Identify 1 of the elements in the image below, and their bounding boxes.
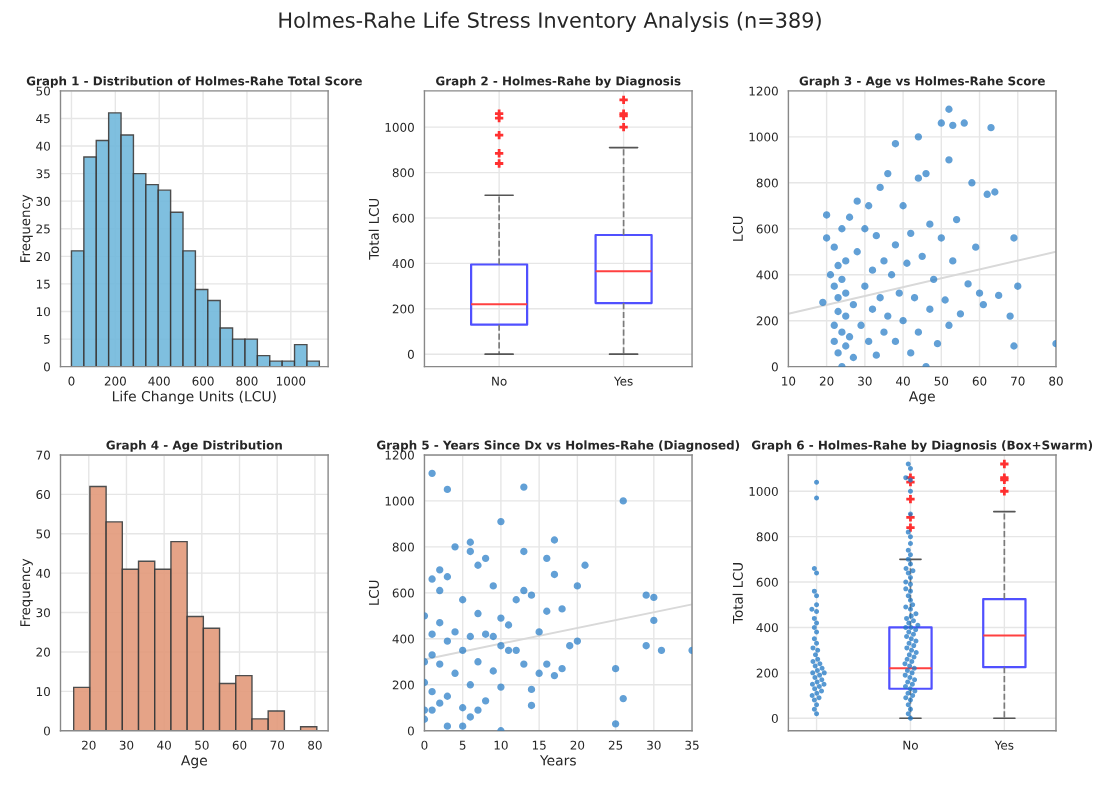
text: Holmes-Rahe Life Stress Inventory Analysis (n=389) — [279, 11, 821, 33]
